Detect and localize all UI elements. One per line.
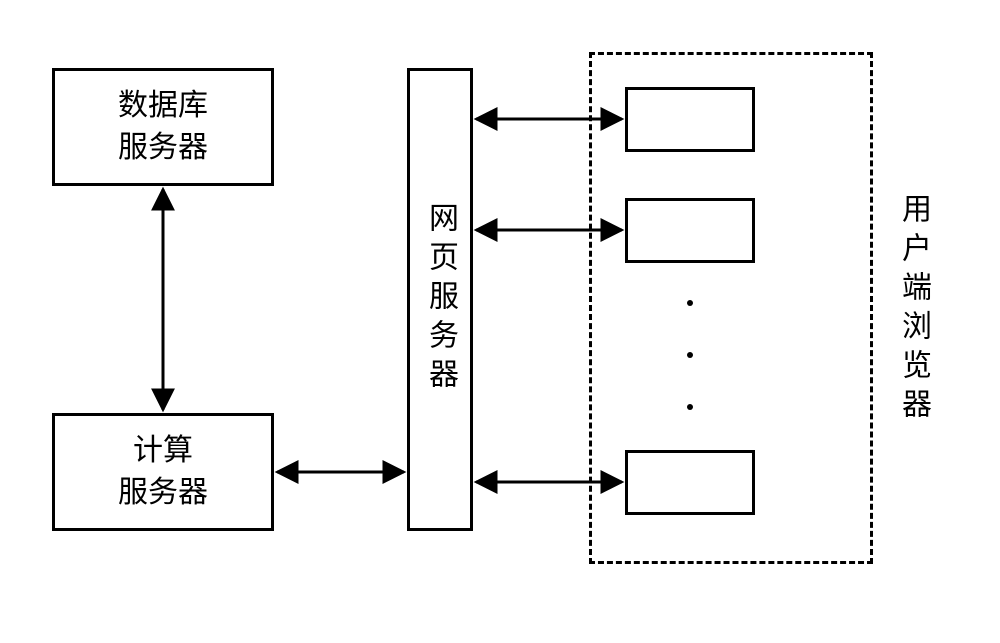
node-label: 数据库 服务器 [118, 85, 208, 169]
label-line1: 计算 [133, 434, 193, 467]
node-web-server: 网页服务器 [407, 68, 473, 531]
node-label: 计算 服务器 [118, 430, 208, 514]
ellipsis-dots [687, 300, 693, 410]
label-vertical: 网页服务器 [418, 202, 462, 397]
node-database-server: 数据库 服务器 [52, 68, 274, 186]
label-line2: 服务器 [118, 476, 208, 509]
dot [687, 352, 693, 358]
label-vertical: 用户端浏览器 [891, 193, 935, 427]
dot [687, 404, 693, 410]
dot [687, 300, 693, 306]
diagram-canvas: 数据库 服务器 计算 服务器 网页服务器 用户端浏览器 [0, 0, 1000, 643]
node-client-n [625, 450, 755, 515]
label-line2: 服务器 [118, 131, 208, 164]
node-compute-server: 计算 服务器 [52, 413, 274, 531]
node-client-1 [625, 87, 755, 152]
label-line1: 数据库 [118, 89, 208, 122]
node-client-2 [625, 198, 755, 263]
label-client-browser: 用户端浏览器 [888, 120, 938, 500]
